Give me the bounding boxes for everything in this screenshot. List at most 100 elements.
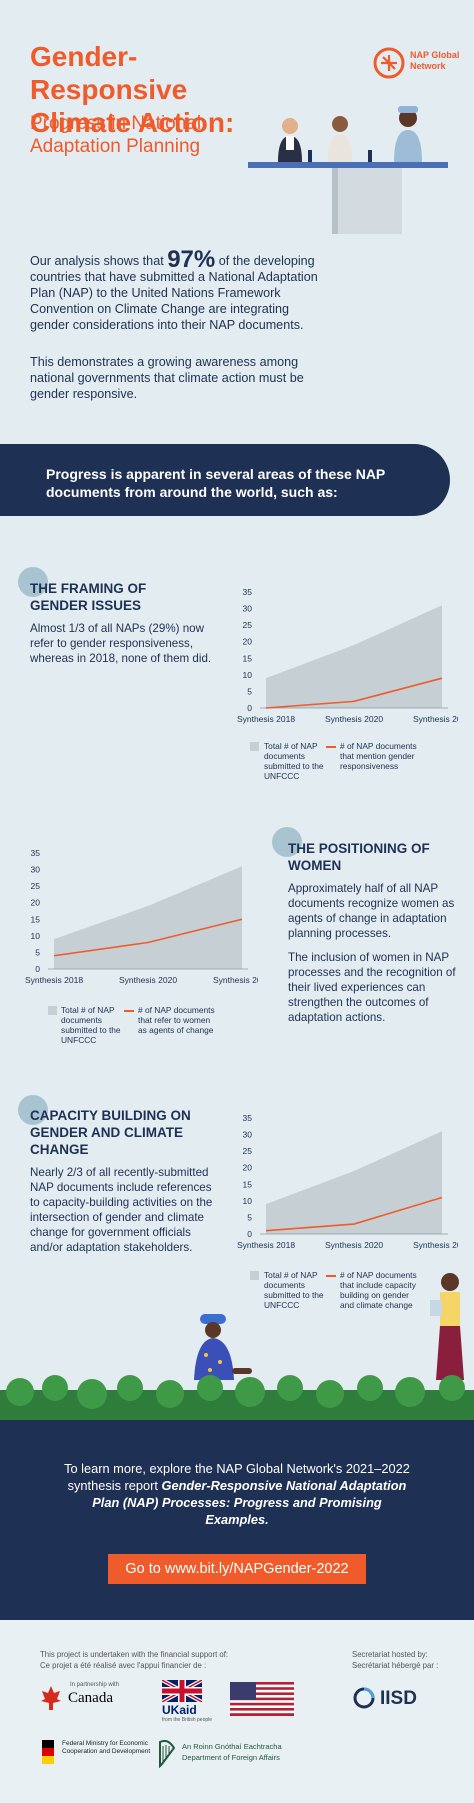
x-tick-label: Synthesis 2022 [213,975,258,985]
legend-series-label: # of NAP documents that include capacity… [340,1270,417,1310]
nap-logo-icon [373,47,405,79]
secretariat-note-en: Secretariat hosted by: [352,1650,428,1659]
page-subtitle: Progress in National Adaptation Planning [30,113,202,157]
intro-pre: Our analysis shows that [30,254,164,268]
y-tick-label: 10 [31,931,41,941]
harp-icon [159,1739,176,1768]
panel-illustration [248,106,448,234]
section-3-title: CAPACITY BUILDING ON GENDER AND CLIMATE … [30,1108,191,1157]
grass-strip [0,1375,474,1425]
x-tick-label: Synthesis 2022 [413,714,458,724]
y-tick-label: 35 [31,848,41,858]
y-tick-label: 25 [243,620,253,630]
section-2-body-2: The inclusion of women in NAP processes … [288,951,456,1024]
ukaid-sub: from the British people [162,1717,213,1723]
secretariat-note-fr: Secrétariat hébergé par : [352,1661,439,1670]
cta-report-title: Gender-Responsive National Adaptation Pl… [92,1478,407,1527]
iisd-logo-icon [353,1687,375,1709]
canada-wordmark: Canada [68,1690,113,1706]
woman-with-tablet-illustration [430,1273,464,1380]
y-tick-label: 15 [243,653,253,663]
us-flag-icon [230,1682,294,1716]
series-line [265,677,443,709]
series-line [53,918,243,957]
ireland-ga-label: An Roinn Gnóthaí Eachtracha [182,1742,282,1751]
legend-series-swatch [326,1275,336,1277]
y-tick-label: 25 [243,1146,253,1156]
german-eagle-icon [42,1740,54,1764]
total-area [266,605,442,708]
progress-banner [0,444,450,516]
series-line [265,1196,443,1232]
logo-text: NAP Global Network [410,50,460,71]
chart-framing-gender: 0 5 10 15 20 25 30 35 Synthesis 2018 Synthesis 20… [237,587,458,724]
cta-pre: To learn more, explore the NAP Global Ne… [64,1461,410,1493]
ireland-en-label: Department of Foreign Affairs [182,1753,280,1762]
y-tick-label: 30 [243,1130,253,1140]
y-tick-label: 20 [31,898,41,908]
total-area [54,866,242,969]
ukaid-wordmark: UKaid [162,1703,197,1717]
y-tick-label: 0 [247,703,252,713]
y-tick-label: 30 [243,604,253,614]
legend-series-label: # of NAP documents that refer to women a… [138,1005,215,1035]
report-link-button[interactable]: Go to www.bit.ly/NAPGender-2022 [108,1554,366,1584]
intro-paragraph-2: This demonstrates a growing awareness am… [30,355,304,401]
section-dot [18,567,48,597]
y-tick-label: 25 [31,881,41,891]
y-tick-label: 35 [243,587,253,597]
legend-series-swatch [124,1010,134,1012]
y-tick-label: 10 [243,1196,253,1206]
intro-stat: 97% [167,246,216,273]
x-tick-label: Synthesis 2020 [119,975,177,985]
uk-flag-icon [162,1680,202,1702]
maple-leaf-icon [41,1686,61,1710]
y-tick-label: 30 [31,865,41,875]
x-tick-label: Synthesis 2018 [25,975,83,985]
section-1-title: THE FRAMING OF GENDER ISSUES [30,581,147,613]
iisd-wordmark: IISD [380,1688,417,1709]
x-tick-label: Synthesis 2018 [237,714,295,724]
canada-partner-label: In partnership with [70,1682,120,1688]
y-tick-label: 0 [247,1229,252,1239]
funders-note-fr: Ce projet a été réalisé avec l'appui fin… [40,1661,207,1670]
legend-total-label: Total # of NAP documents submitted to th… [61,1005,121,1045]
y-tick-label: 10 [243,670,253,680]
y-tick-label: 5 [35,947,40,957]
bmz-label: Federal Ministry for Economic Cooperatio… [62,1740,151,1755]
y-tick-label: 5 [247,1212,252,1222]
page-title: Gender-Responsive Climate Action: [30,41,235,138]
intro-text: Our analysis shows that 97% of the devel… [30,248,330,333]
legend-total-swatch [250,1271,259,1280]
y-tick-label: 15 [31,914,41,924]
x-tick-label: Synthesis 2020 [325,714,383,724]
section-dot [272,827,302,857]
legend-series-label: # of NAP documents that mention gender r… [340,741,417,771]
farmer-woman-illustration [194,1314,252,1380]
legend-total-swatch [48,1006,57,1015]
section-1-body: Almost 1/3 of all NAPs (29%) now refer t… [30,622,212,665]
banner-text: Progress is apparent in several areas of… [46,466,386,500]
y-tick-label: 5 [247,686,252,696]
intro-post: of the developing countries that have su… [30,254,318,332]
legend-total-label: Total # of NAP documents submitted to th… [264,1270,324,1310]
funders-note-en: This project is undertaken with the fina… [40,1650,229,1659]
y-tick-label: 20 [243,1163,253,1173]
total-area [266,1131,442,1234]
section-2-body: Approximately half of all NAP documents … [288,882,455,940]
y-tick-label: 0 [35,964,40,974]
y-tick-label: 20 [243,637,253,647]
legend-total-swatch [250,742,259,751]
chart-capacity-building: 0 5 10 15 20 25 30 35 Synthesis 2018 Synthesis 20… [237,1113,458,1250]
cta-text: To learn more, explore the NAP Global Ne… [60,1460,414,1528]
chart-positioning-women: 0 5 10 15 20 25 30 35 Synthesis 2018 Synthesis 20… [25,848,258,985]
legend-series-swatch [326,746,336,748]
x-tick-label: Synthesis 2018 [237,1240,295,1250]
x-tick-label: Synthesis 2020 [325,1240,383,1250]
x-tick-label: Synthesis 2022 [413,1240,458,1250]
y-tick-label: 35 [243,1113,253,1123]
section-2-title: THE POSITIONING OF WOMEN [288,841,430,873]
section-3-body: Nearly 2/3 of all recently-submitted NAP… [30,1166,213,1254]
cta-band [0,1420,474,1620]
y-tick-label: 15 [243,1179,253,1189]
